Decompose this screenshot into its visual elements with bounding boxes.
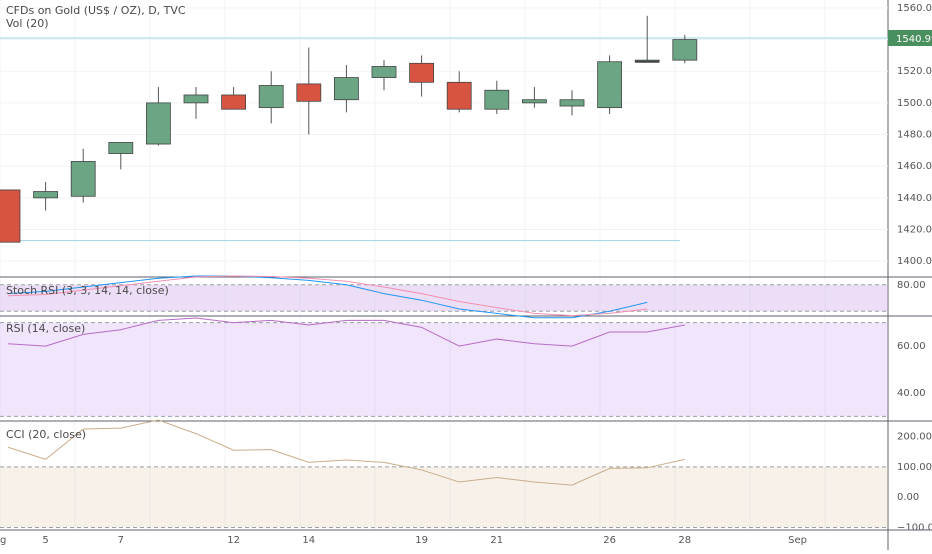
candle-body bbox=[446, 81, 472, 110]
date-tick-label: 7 bbox=[118, 535, 124, 546]
date-tick-label: 14 bbox=[302, 535, 315, 546]
oscillator-tick-label: 200.00 bbox=[897, 432, 932, 443]
oscillator-band bbox=[0, 466, 888, 528]
price-tick-label: 1500.00 bbox=[897, 98, 932, 109]
candle-body bbox=[333, 77, 359, 101]
candle-body bbox=[108, 142, 134, 154]
price-tick-label: 1420.00 bbox=[897, 225, 932, 236]
oscillator-line bbox=[7, 275, 648, 319]
candle-body bbox=[409, 62, 435, 83]
price-tick-label: 1520.00 bbox=[897, 66, 932, 77]
price-tick-label: 1400.00 bbox=[897, 256, 932, 267]
candle-body bbox=[484, 89, 510, 110]
candle-body bbox=[559, 99, 585, 107]
date-tick-label: 5 bbox=[42, 535, 48, 546]
candle-body bbox=[70, 161, 96, 197]
oscillator-band bbox=[0, 322, 888, 417]
candle-body bbox=[0, 189, 21, 243]
candle-body bbox=[296, 83, 322, 102]
date-tick-label: 21 bbox=[490, 535, 503, 546]
last-price-label: 1540.99 bbox=[896, 34, 932, 45]
last-price-badge bbox=[888, 30, 932, 47]
date-tick-label: 28 bbox=[678, 535, 691, 546]
oscillator-tick-label: 80.00 bbox=[897, 280, 926, 291]
price-tick-label: 1440.00 bbox=[897, 193, 932, 204]
candle-body bbox=[371, 66, 397, 78]
candle-body bbox=[258, 85, 284, 109]
date-tick-label: 26 bbox=[603, 535, 616, 546]
price-tick-label: 1560.00 bbox=[897, 3, 932, 14]
date-tick-label: Sep bbox=[788, 535, 807, 546]
candle-body bbox=[33, 191, 58, 199]
oscillator-tick-label: −100.00 bbox=[897, 522, 932, 533]
date-edge-label: g bbox=[0, 535, 6, 546]
candle-body bbox=[183, 94, 209, 104]
oscillator-tick-label: 0.00 bbox=[897, 492, 919, 503]
oscillator-tick-label: 60.00 bbox=[897, 341, 926, 352]
oscillator-line bbox=[7, 317, 685, 347]
oscillator-line bbox=[7, 419, 685, 486]
candle-body bbox=[672, 39, 698, 61]
oscillator-tick-label: 100.00 bbox=[897, 462, 932, 473]
candle-body bbox=[221, 94, 247, 110]
price-tick-label: 1480.00 bbox=[897, 130, 932, 141]
candle-body bbox=[145, 102, 171, 145]
date-tick-label: 19 bbox=[415, 535, 428, 546]
oscillator-line bbox=[7, 275, 648, 317]
price-tick-label: 1460.00 bbox=[897, 161, 932, 172]
candle-body bbox=[522, 99, 547, 104]
date-tick-label: 12 bbox=[227, 535, 240, 546]
oscillator-tick-label: 40.00 bbox=[897, 388, 926, 399]
candle-body bbox=[597, 61, 622, 109]
